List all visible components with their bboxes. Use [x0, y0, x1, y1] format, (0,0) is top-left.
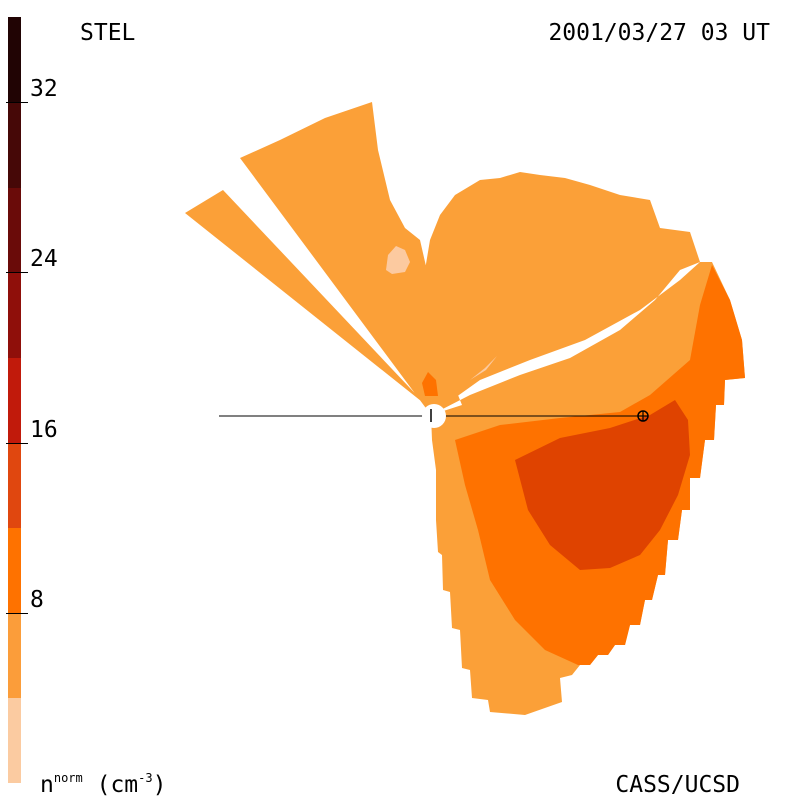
density-colorbar: 8 16 24 32	[0, 0, 60, 800]
colorbar-tick	[6, 102, 28, 104]
colorbar-unit-label: nnorm (cm-3)	[40, 771, 167, 798]
colorbar-tick-label: 32	[30, 76, 58, 103]
density-mid-spot	[422, 372, 438, 396]
colorbar-tick-label: 16	[30, 416, 58, 443]
colorbar-band	[8, 17, 21, 103]
density-low-spot	[386, 246, 410, 274]
colorbar-tick	[6, 612, 28, 614]
colorbar-band	[8, 102, 21, 188]
colorbar-band	[8, 357, 21, 444]
timestamp-label: 2001/03/27 03 UT	[548, 20, 770, 46]
colorbar-band	[8, 527, 21, 614]
colorbar-band	[8, 442, 21, 529]
colorbar-tick	[6, 272, 28, 274]
instrument-label: STEL	[80, 20, 136, 46]
sun-disk	[422, 404, 446, 428]
colorbar-band	[8, 697, 21, 784]
credit-label: CASS/UCSD	[615, 772, 740, 798]
colorbar-tick-label: 8	[30, 586, 44, 613]
colorbar-band	[8, 272, 21, 358]
colorbar-tick	[6, 442, 28, 444]
colorbar-band	[8, 187, 21, 273]
colorbar-band	[8, 612, 21, 699]
density-core-region	[515, 400, 690, 570]
colorbar-tick-label: 24	[30, 246, 58, 273]
